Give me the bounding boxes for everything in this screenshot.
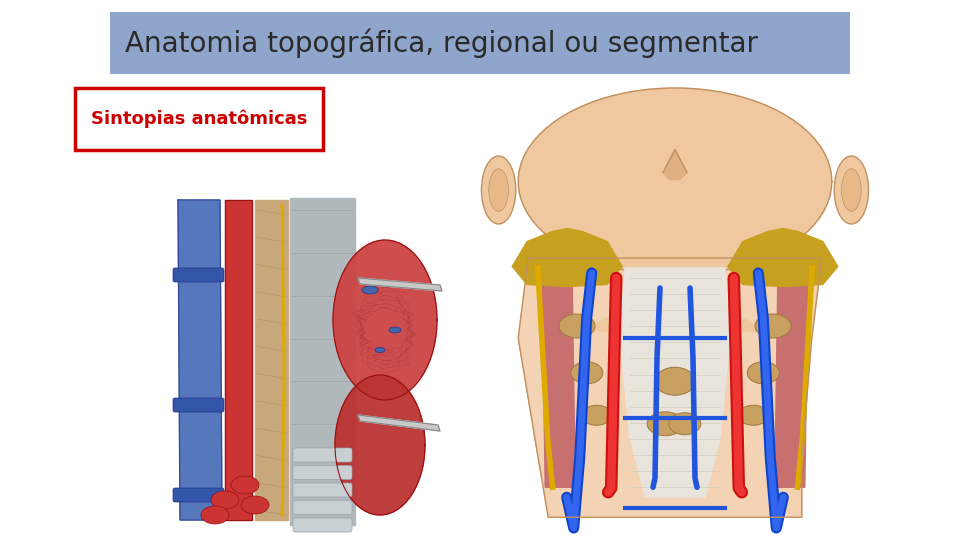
Ellipse shape	[669, 413, 701, 435]
FancyBboxPatch shape	[173, 398, 224, 412]
Ellipse shape	[738, 405, 768, 426]
Polygon shape	[775, 278, 807, 487]
Ellipse shape	[389, 327, 401, 333]
Polygon shape	[620, 268, 730, 497]
Polygon shape	[526, 211, 824, 331]
Polygon shape	[178, 200, 222, 520]
Ellipse shape	[571, 362, 603, 384]
Ellipse shape	[362, 286, 378, 294]
FancyBboxPatch shape	[170, 190, 430, 530]
Ellipse shape	[489, 168, 509, 211]
Ellipse shape	[655, 367, 695, 395]
Polygon shape	[290, 198, 355, 525]
Ellipse shape	[747, 362, 780, 384]
Polygon shape	[542, 278, 575, 487]
FancyBboxPatch shape	[293, 465, 352, 480]
Polygon shape	[225, 200, 252, 520]
Polygon shape	[513, 228, 622, 287]
Ellipse shape	[201, 506, 229, 524]
Ellipse shape	[375, 348, 385, 353]
Polygon shape	[663, 150, 687, 179]
Ellipse shape	[231, 476, 259, 494]
FancyBboxPatch shape	[293, 518, 352, 532]
FancyBboxPatch shape	[173, 488, 224, 502]
FancyBboxPatch shape	[293, 483, 352, 497]
Ellipse shape	[582, 405, 612, 426]
Ellipse shape	[842, 168, 861, 211]
Ellipse shape	[755, 314, 791, 338]
Ellipse shape	[211, 491, 239, 509]
Ellipse shape	[559, 314, 595, 338]
FancyBboxPatch shape	[293, 448, 352, 462]
Ellipse shape	[647, 411, 684, 436]
Polygon shape	[333, 240, 437, 400]
FancyBboxPatch shape	[75, 88, 323, 150]
Text: Sintopias anatômicas: Sintopias anatômicas	[91, 110, 307, 128]
Ellipse shape	[482, 156, 516, 224]
Polygon shape	[358, 278, 442, 291]
Polygon shape	[255, 200, 288, 520]
Polygon shape	[518, 258, 822, 517]
Polygon shape	[358, 415, 440, 431]
Polygon shape	[335, 375, 425, 515]
Polygon shape	[728, 228, 838, 287]
Polygon shape	[518, 88, 831, 275]
Ellipse shape	[241, 496, 269, 514]
FancyBboxPatch shape	[293, 501, 352, 515]
Text: Anatomia topográfica, regional ou segmentar: Anatomia topográfica, regional ou segmen…	[125, 28, 758, 58]
FancyBboxPatch shape	[173, 268, 224, 282]
Ellipse shape	[834, 156, 869, 224]
FancyBboxPatch shape	[110, 12, 850, 74]
